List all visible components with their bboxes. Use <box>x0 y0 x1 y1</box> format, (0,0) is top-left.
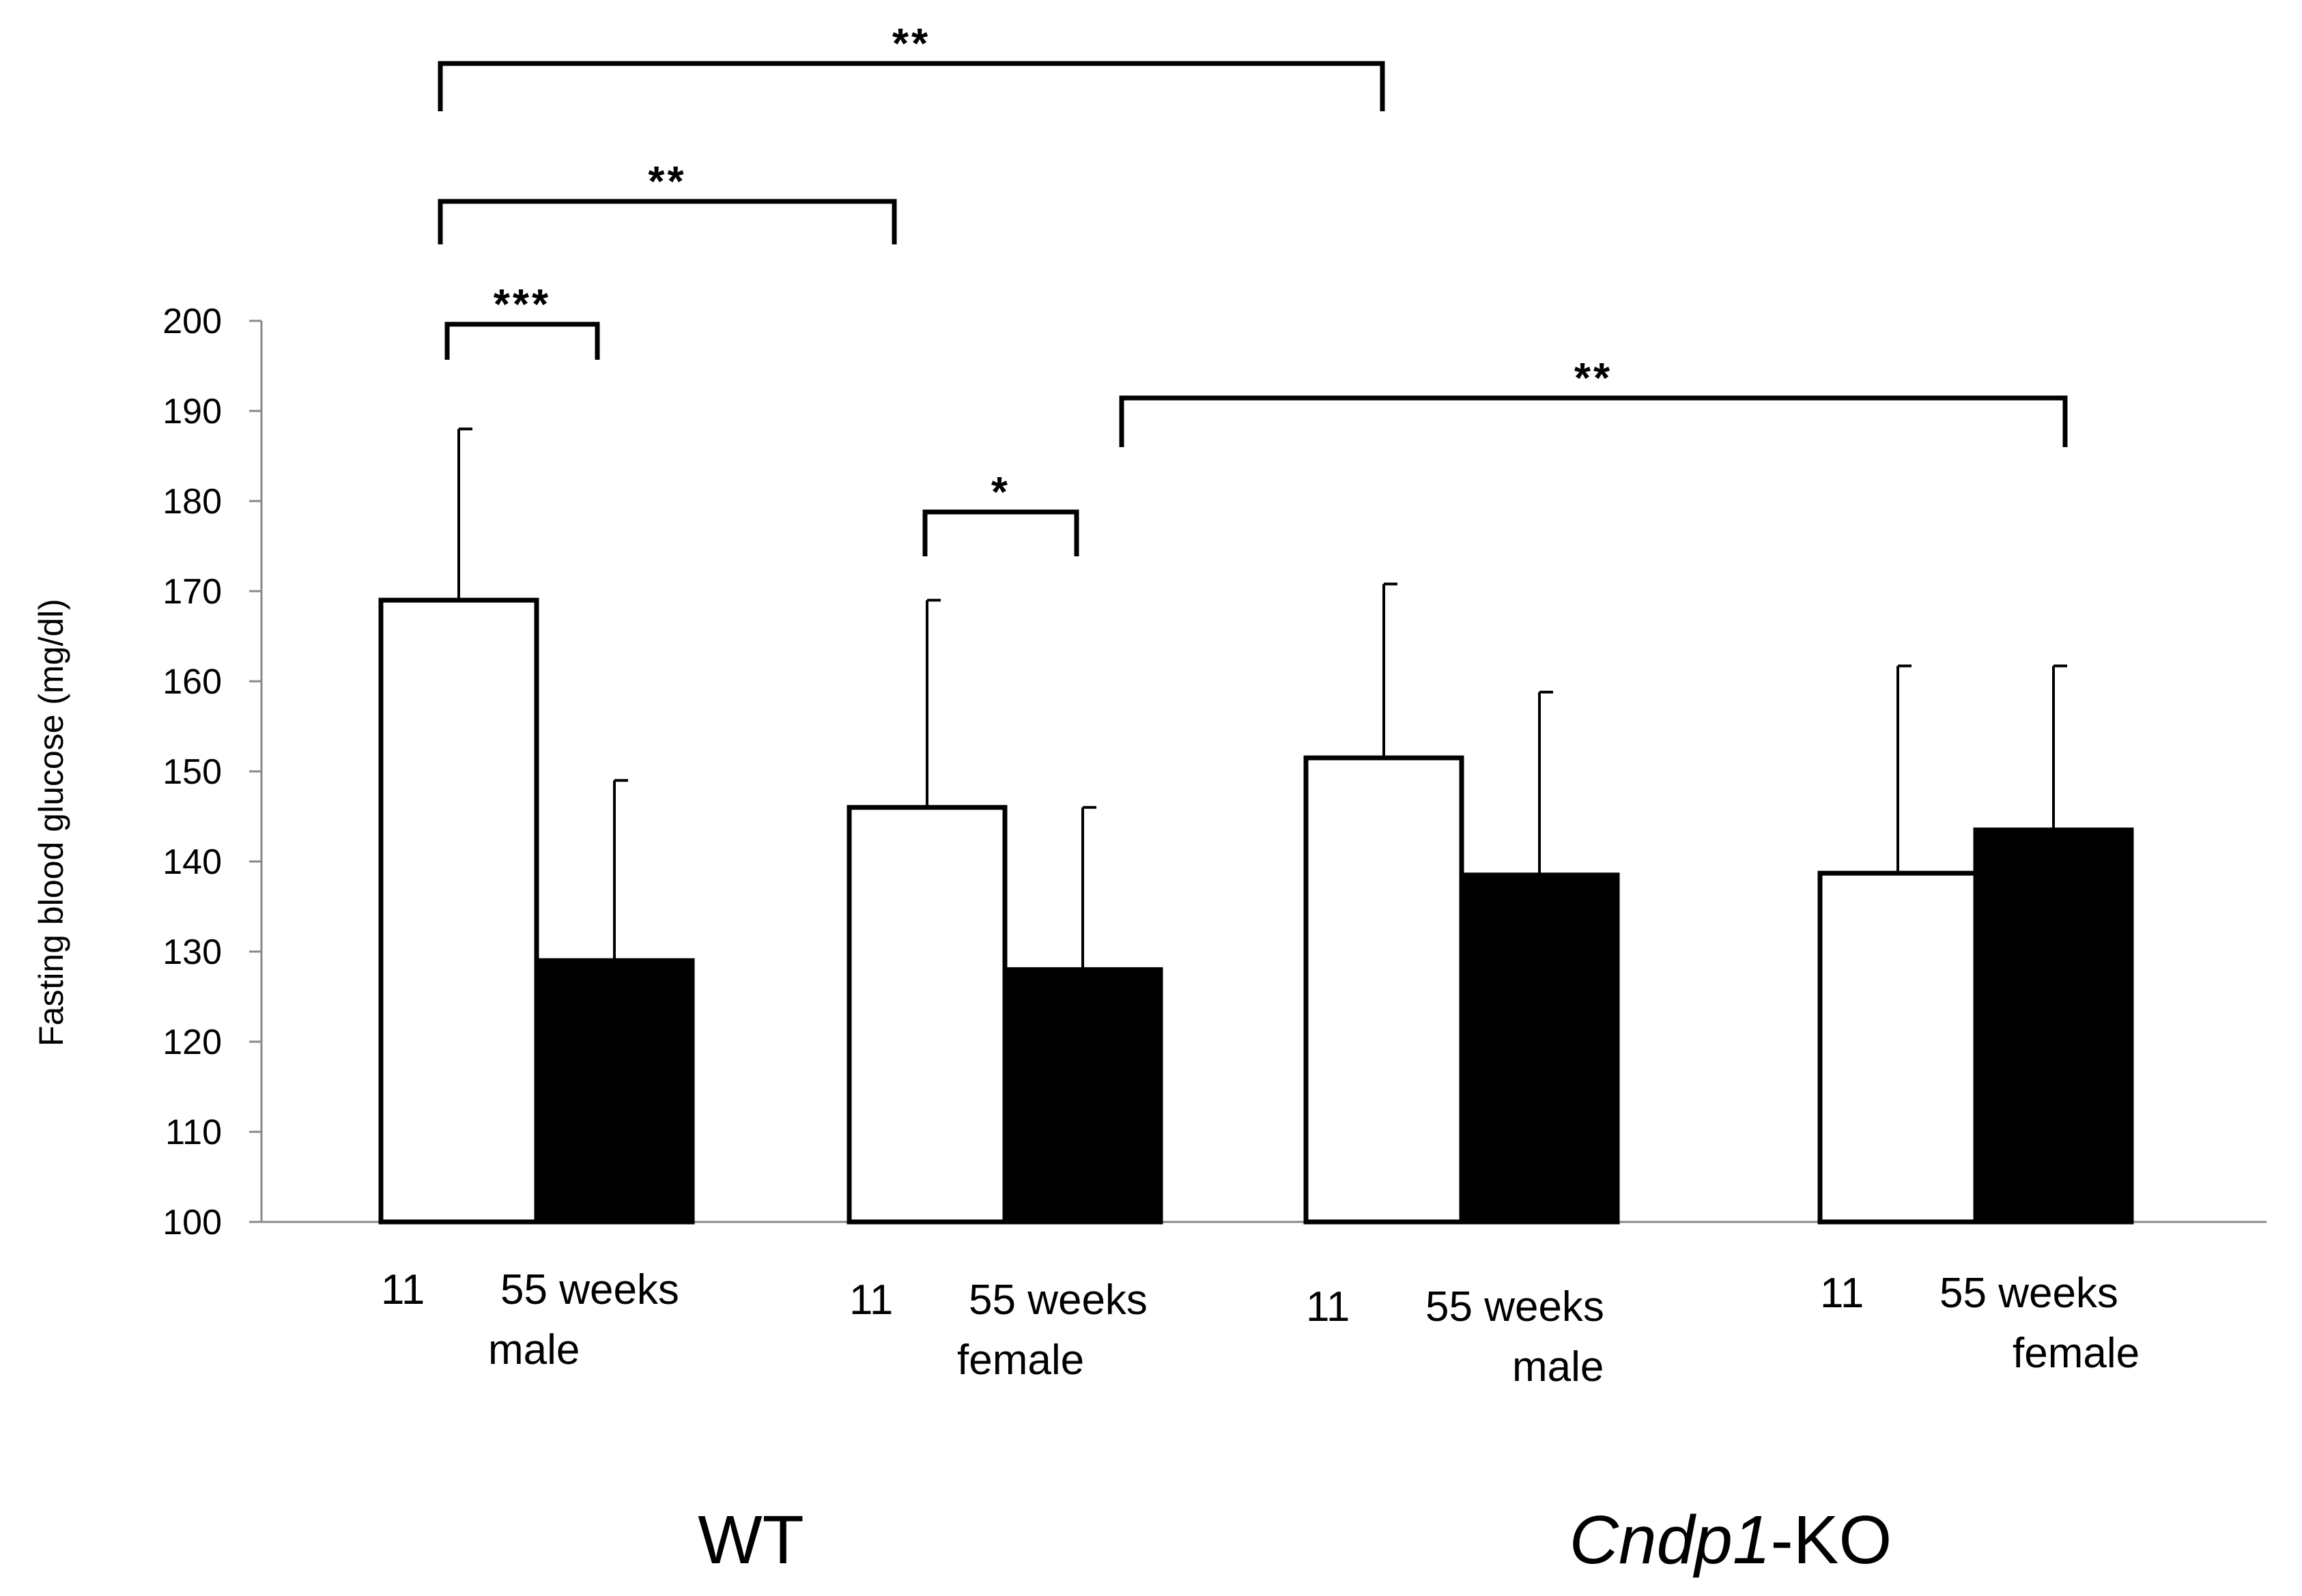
significance-label: * <box>991 469 1010 516</box>
bars <box>378 597 2134 1225</box>
significance-brackets: ********** <box>438 20 2068 556</box>
sex-label-female: female <box>957 1337 1084 1384</box>
y-tick-label-170: 170 <box>162 572 222 612</box>
bar-cndp1-ko-male-11 <box>1303 755 1464 1225</box>
y-tick-label-130: 130 <box>162 932 222 972</box>
y-tick-label-200: 200 <box>162 302 222 341</box>
category-label-55-weeks: 55 weeks <box>969 1277 1148 1324</box>
group-label-suffix: -KO <box>1770 1502 1892 1578</box>
y-tick-label-140: 140 <box>162 842 222 882</box>
category-label-55-weeks: 55 weeks <box>500 1266 679 1313</box>
y-tick-label-100: 100 <box>162 1203 222 1242</box>
group-label-italic: Cndp1 <box>1569 1502 1771 1578</box>
significance-bracket <box>444 322 600 360</box>
y-tick-label-160: 160 <box>162 662 222 702</box>
y-tick-label-180: 180 <box>162 482 222 522</box>
bar-wt-male-11 <box>378 597 539 1225</box>
sex-label-male: male <box>1512 1343 1604 1391</box>
category-label-11: 11 <box>1820 1270 1864 1317</box>
y-tick-label-120: 120 <box>162 1023 222 1062</box>
significance-bracket <box>438 199 897 244</box>
group-label-wt: WT <box>698 1502 804 1578</box>
category-label-11: 11 <box>381 1266 425 1313</box>
sex-label-female: female <box>2013 1330 2140 1377</box>
significance-label: ** <box>892 20 930 68</box>
significance-bracket <box>922 509 1079 556</box>
bar-cndp1-ko-female-11 <box>1817 870 1978 1225</box>
bar-wt-female-55 <box>1002 967 1163 1225</box>
y-tick-label-110: 110 <box>165 1113 222 1152</box>
category-label-55-weeks: 55 weeks <box>1425 1283 1604 1330</box>
significance-label: *** <box>494 281 551 328</box>
category-labels: 11 55 weeks male 11 55 weeks female 11 55 weeks… <box>381 1266 2140 1391</box>
bar-cndp1-ko-male-55 <box>1459 872 1620 1225</box>
group-label-cndp1-ko: Cndp1-KO <box>1569 1502 1892 1578</box>
bar-wt-male-55 <box>534 958 695 1225</box>
category-label-11: 11 <box>1306 1283 1350 1330</box>
significance-bracket <box>438 61 1385 111</box>
error-bars <box>457 427 2067 970</box>
y-axis-label: Fasting blood glucose (mg/dl) <box>32 599 70 1046</box>
significance-label: ** <box>648 158 686 205</box>
bar-cndp1-ko-female-55 <box>1973 827 2134 1225</box>
category-label-55-weeks: 55 weeks <box>1939 1270 2118 1317</box>
significance-label: ** <box>1574 355 1612 402</box>
bar-wt-female-11 <box>847 805 1008 1225</box>
significance-bracket <box>1119 395 2068 447</box>
category-label-11: 11 <box>849 1277 893 1324</box>
sex-label-male: male <box>488 1326 580 1373</box>
y-tick-label-150: 150 <box>162 752 222 792</box>
axes: 100 110 120 130 140 150 160 170 180 190 200 <box>162 302 2267 1242</box>
y-tick-label-190: 190 <box>162 392 222 431</box>
